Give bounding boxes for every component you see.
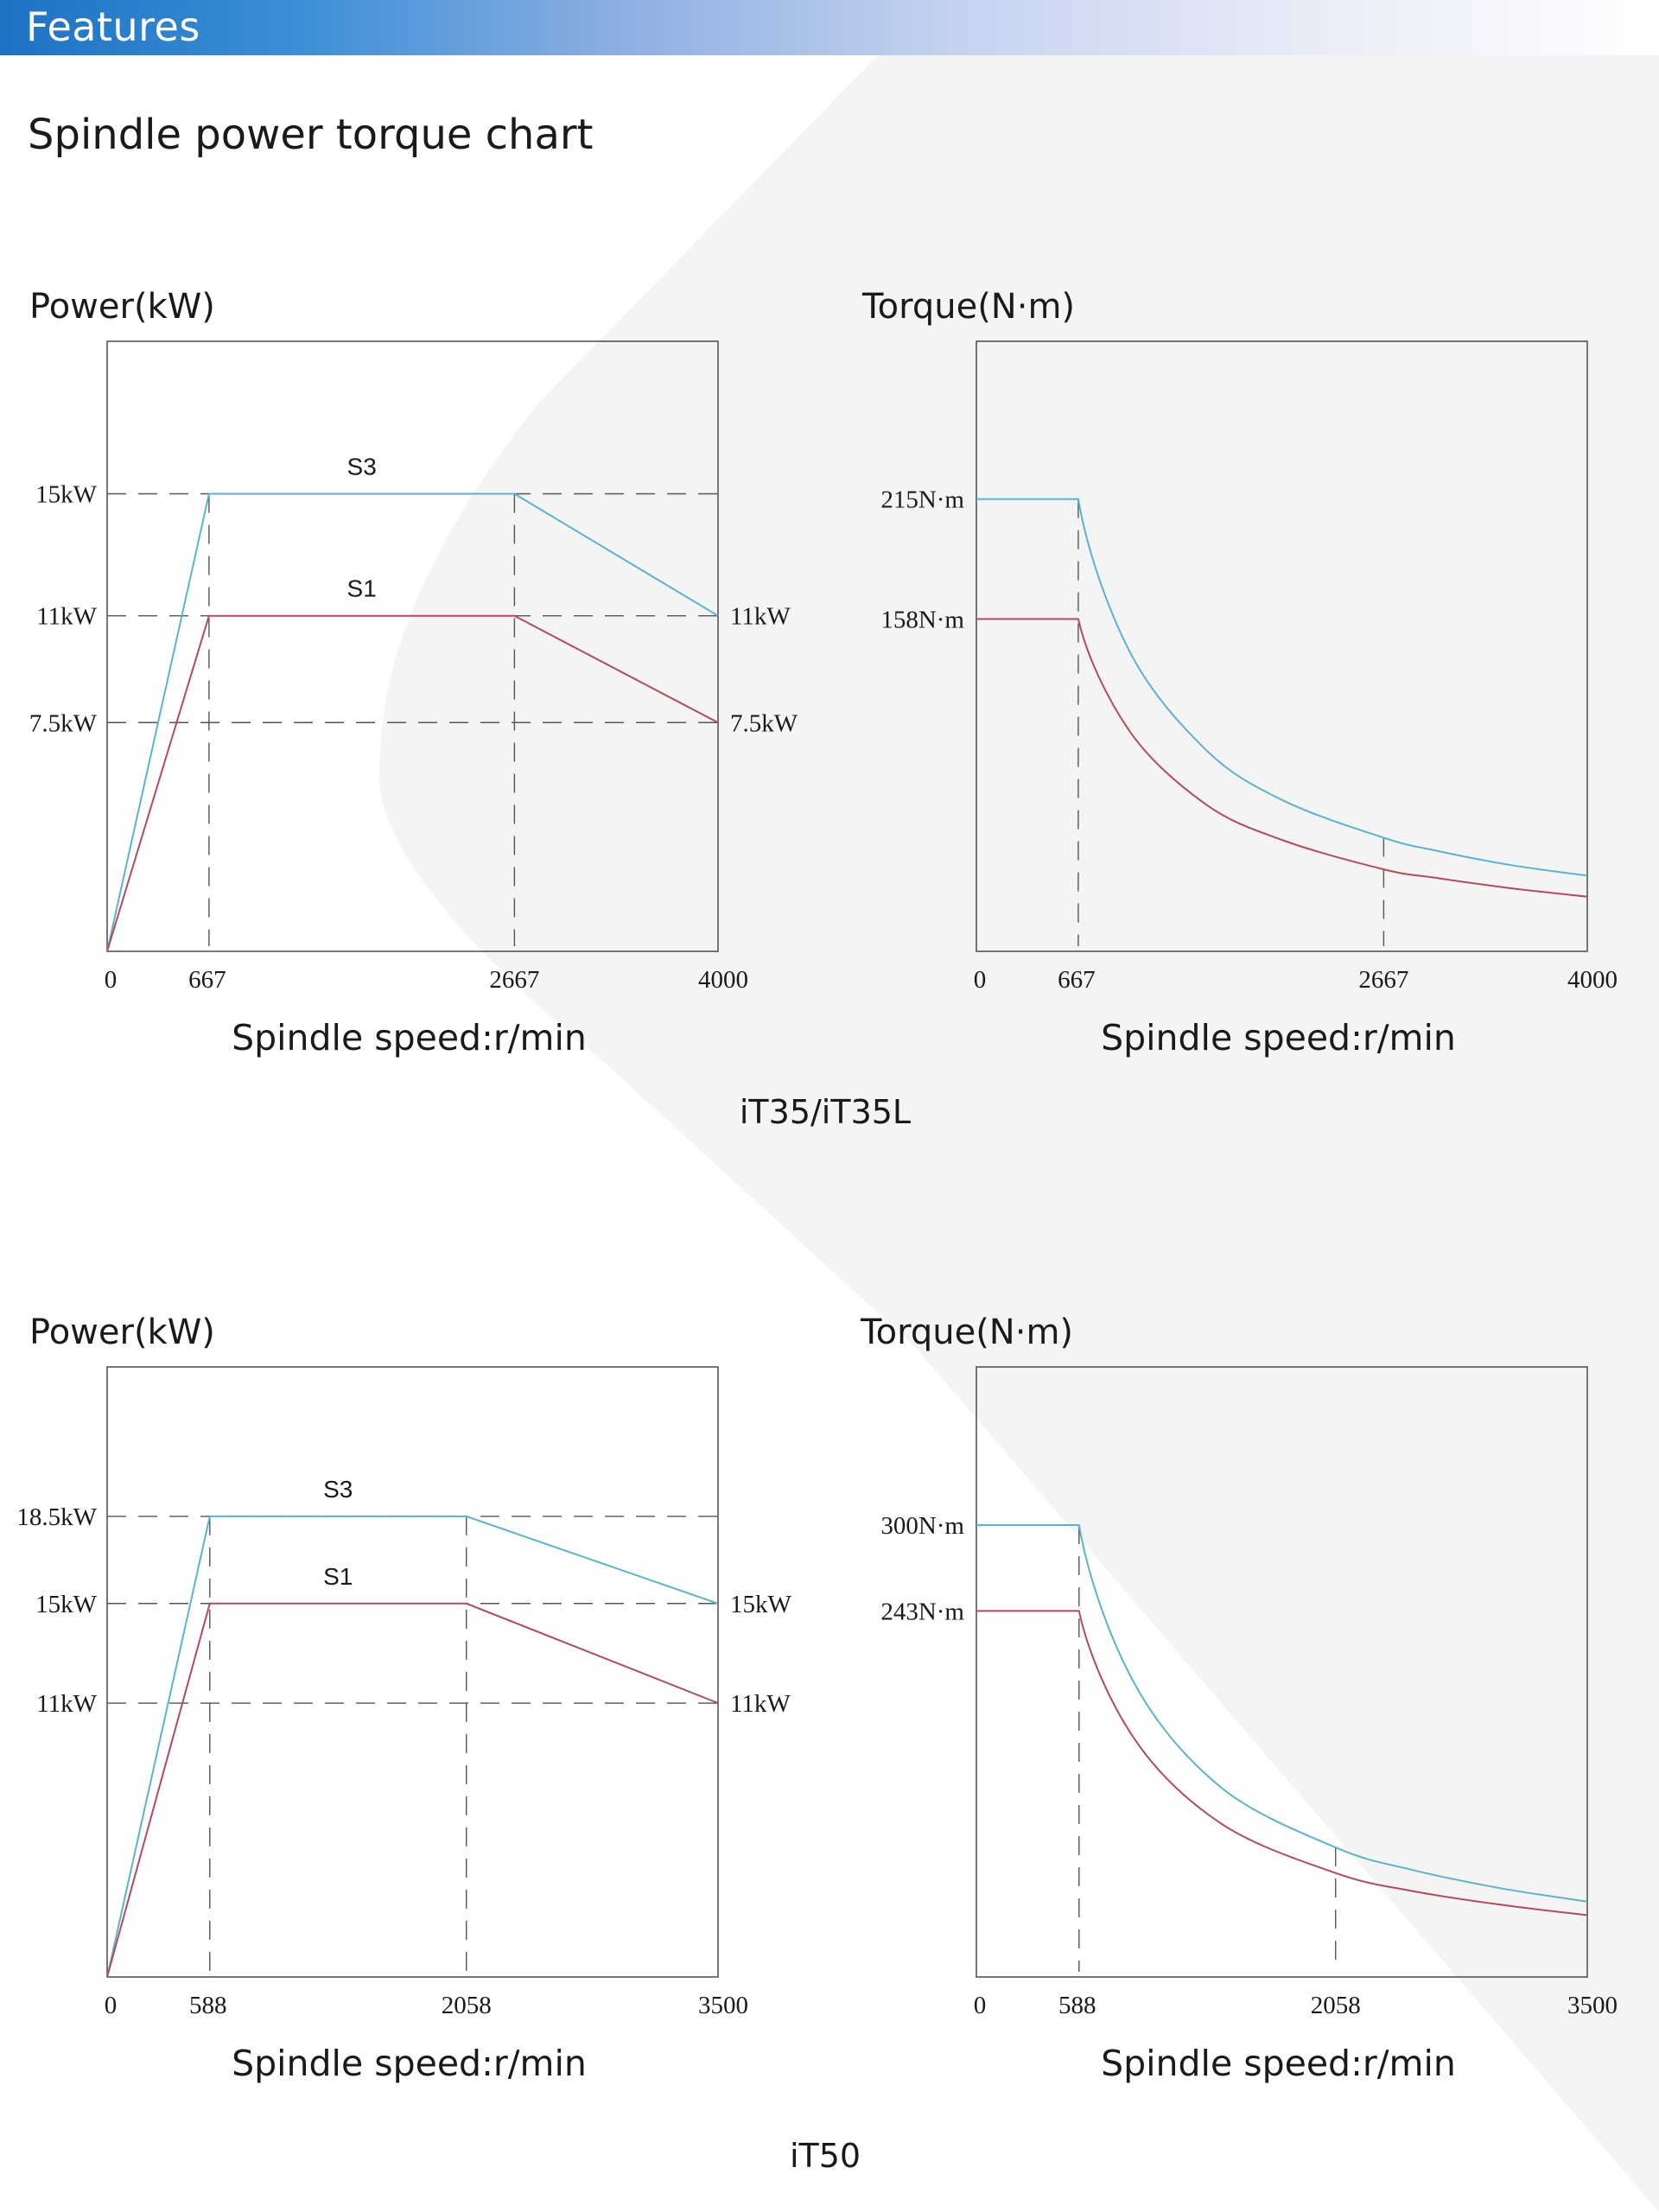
y-tick-label-right: 11kW [730, 603, 791, 631]
x-axis-title: Spindle speed:r/min [1101, 2043, 1456, 2084]
y-tick-label: 243N·m [880, 1598, 964, 1625]
x-tick-label: 0 [974, 1992, 987, 2019]
y-axis-title: Power(kW) [29, 287, 215, 327]
plot-frame [976, 340, 1588, 952]
x-tick-label: 4000 [1567, 966, 1618, 994]
series-line-upper [106, 1515, 719, 1978]
model-caption: iT50 [790, 2137, 861, 2175]
x-tick-label: 0 [105, 1992, 118, 2019]
y-tick-label: 215N·m [880, 486, 964, 514]
y-tick-label-right: 7.5kW [730, 709, 798, 737]
series-line-lower [976, 618, 1588, 898]
x-tick-label: 667 [188, 966, 226, 994]
x-tick-label: 4000 [698, 966, 748, 994]
header-bar: Features [0, 0, 1659, 55]
section-title: Spindle power torque chart [28, 111, 594, 159]
series-line-lower [976, 1610, 1588, 1916]
x-tick-label: 2058 [1311, 1992, 1361, 2019]
y-axis-title: Torque(N·m) [860, 1313, 1073, 1352]
x-tick-label: 0 [974, 966, 987, 994]
plot-frame [106, 1366, 719, 1978]
series-line-lower [106, 614, 719, 952]
x-axis-title: Spindle speed:r/min [232, 2043, 587, 2084]
plot-frame [106, 340, 719, 952]
series-label: S3 [323, 1476, 353, 1503]
x-tick-label: 588 [1058, 1992, 1096, 2019]
x-axis-title: Spindle speed:r/min [232, 1017, 587, 1058]
header-title: Features [26, 3, 200, 50]
x-tick-label: 3500 [698, 1992, 748, 2019]
y-tick-label-right: 15kW [730, 1591, 792, 1618]
x-tick-label: 2667 [1358, 966, 1408, 994]
y-tick-label: 158N·m [880, 606, 964, 633]
x-axis-title: Spindle speed:r/min [1101, 1017, 1456, 1058]
series-line-upper [976, 1524, 1588, 1903]
y-tick-label: 18.5kW [16, 1503, 97, 1531]
background-wedge [378, 52, 1659, 2212]
y-axis-title: Torque(N·m) [861, 287, 1075, 327]
y-tick-label: 11kW [36, 603, 97, 631]
y-tick-label-right: 11kW [730, 1690, 791, 1718]
x-tick-label: 2058 [442, 1992, 492, 2019]
x-tick-label: 0 [105, 966, 118, 994]
x-tick-label: 2667 [489, 966, 539, 994]
x-tick-label: 667 [1058, 966, 1096, 994]
y-tick-label: 300N·m [880, 1512, 964, 1540]
y-axis-title: Power(kW) [29, 1313, 215, 1352]
y-tick-label: 15kW [35, 481, 98, 509]
series-label: S1 [347, 575, 377, 602]
y-tick-label: 11kW [36, 1690, 97, 1718]
series-label: S3 [347, 454, 377, 480]
y-tick-label: 15kW [35, 1591, 98, 1618]
series-line-upper [106, 493, 719, 952]
x-tick-label: 588 [189, 1992, 227, 2019]
series-label: S1 [323, 1563, 353, 1590]
model-caption: iT35/iT35L [740, 1093, 911, 1131]
series-line-lower [106, 1602, 719, 1978]
x-tick-label: 3500 [1567, 1992, 1618, 2019]
plot-frame [976, 1366, 1588, 1978]
y-tick-label: 7.5kW [29, 709, 98, 737]
series-line-upper [976, 498, 1588, 877]
